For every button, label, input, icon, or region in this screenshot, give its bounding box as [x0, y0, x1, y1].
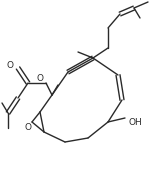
Text: O: O: [36, 73, 44, 82]
Text: O: O: [6, 61, 13, 70]
Text: OH: OH: [128, 117, 142, 126]
Text: O: O: [24, 122, 31, 131]
